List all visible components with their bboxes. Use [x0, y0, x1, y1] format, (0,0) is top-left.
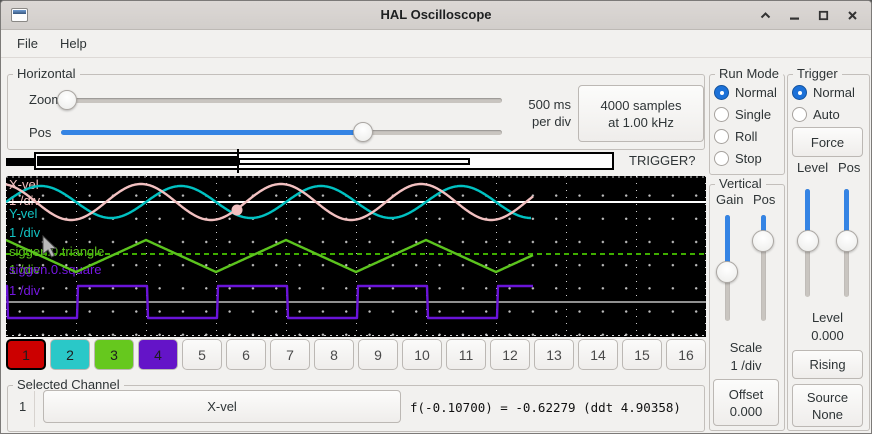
trigger-level-readout: Level 0.000 [787, 309, 868, 345]
channel-button-row: 12345678910111213141516 [6, 339, 706, 371]
scope-canvas [6, 176, 706, 337]
channel-button-4[interactable]: 4 [138, 339, 178, 370]
radio-icon[interactable] [714, 85, 729, 100]
radio-icon[interactable] [714, 107, 729, 122]
channel-button-1[interactable]: 1 [6, 339, 46, 370]
trigger-source-button[interactable]: Source None [792, 384, 863, 427]
gain-slider-label: Gain [716, 192, 743, 207]
trigger-level-slider-label: Level [797, 160, 828, 175]
trigger-group-label: Trigger [793, 66, 842, 81]
trigger-bar-stub [6, 158, 35, 166]
zoom-slider-track[interactable] [61, 98, 502, 103]
record-filled-bar [37, 156, 237, 166]
waveform-siggen.0.triangle [6, 240, 533, 272]
channel-button-5[interactable]: 5 [182, 339, 222, 370]
force-button[interactable]: Force [792, 127, 863, 157]
trigger-position-cursor[interactable] [237, 149, 239, 173]
run-mode-radio-normal[interactable]: Normal [714, 85, 777, 100]
channel-button-12[interactable]: 12 [490, 339, 530, 370]
title-bar: HAL Oscilloscope [1, 1, 871, 30]
radio-label: Single [735, 107, 771, 122]
pos-label: Pos [29, 125, 51, 140]
channel-button-9[interactable]: 9 [358, 339, 398, 370]
horizontal-group-label: Horizontal [13, 66, 80, 81]
trigger-level-slider-handle[interactable] [797, 230, 819, 252]
app-window: HAL Oscilloscope FileHelp Horizontal Zoo… [0, 0, 872, 434]
channel-value-readout: f(-0.10700) = -0.62279 (ddt 4.90358) [410, 400, 681, 415]
separator [34, 391, 35, 427]
run-mode-radio-single[interactable]: Single [714, 107, 771, 122]
radio-icon[interactable] [714, 151, 729, 166]
menu-item-file[interactable]: File [7, 32, 48, 55]
radio-label: Stop [735, 151, 762, 166]
channel-source-button[interactable]: X-vel [43, 390, 401, 423]
trigger-pos-slider-handle[interactable] [836, 230, 858, 252]
run-mode-radio-roll[interactable]: Roll [714, 129, 757, 144]
maximize-icon[interactable] [817, 9, 830, 22]
scope-display[interactable]: X-vel1 /divY-vel1 /divsiggen.0.triangle1… [6, 176, 706, 337]
scale-readout: Scale 1 /div [709, 339, 783, 375]
trigger-radio-normal[interactable]: Normal [792, 85, 855, 100]
pos-slider-handle[interactable] [353, 122, 373, 142]
channel-button-3[interactable]: 3 [94, 339, 134, 370]
channel-button-15[interactable]: 15 [622, 339, 662, 370]
radio-label: Auto [813, 107, 840, 122]
channel-button-14[interactable]: 14 [578, 339, 618, 370]
trigger-radio-auto[interactable]: Auto [792, 107, 840, 122]
channel-button-7[interactable]: 7 [270, 339, 310, 370]
gain-slider-handle[interactable] [716, 261, 738, 283]
channel-button-6[interactable]: 6 [226, 339, 266, 370]
vertical-group-label: Vertical [715, 176, 766, 191]
trigger-point-marker [232, 205, 243, 216]
radio-label: Roll [735, 129, 757, 144]
shade-icon[interactable] [759, 9, 772, 22]
trigger-status-label: TRIGGER? [629, 153, 695, 168]
trigger-edge-button[interactable]: Rising [792, 350, 863, 379]
radio-label: Normal [813, 85, 855, 100]
selected-channel-number: 1 [19, 399, 26, 414]
minimize-icon[interactable] [788, 9, 801, 22]
offset-button[interactable]: Offset 0.000 [713, 379, 779, 426]
window-title: HAL Oscilloscope [1, 1, 871, 29]
close-icon[interactable] [846, 9, 859, 22]
pretrigger-bar [238, 158, 470, 165]
zoom-slider-handle[interactable] [57, 90, 77, 110]
menu-item-help[interactable]: Help [50, 32, 97, 55]
radio-label: Normal [735, 85, 777, 100]
vertical-pos-slider-label: Pos [753, 192, 775, 207]
channel-button-2[interactable]: 2 [50, 339, 90, 370]
timebase-readout: 500 ms per div [499, 96, 571, 130]
channel-button-11[interactable]: 11 [446, 339, 486, 370]
run-mode-radio-stop[interactable]: Stop [714, 151, 762, 166]
channel-button-13[interactable]: 13 [534, 339, 574, 370]
pos-slider-fill [61, 130, 363, 135]
radio-icon[interactable] [792, 107, 807, 122]
channel-button-8[interactable]: 8 [314, 339, 354, 370]
trigger-pos-slider-label: Pos [838, 160, 860, 175]
run-mode-group-label: Run Mode [715, 66, 783, 81]
samples-rate-button[interactable]: 4000 samples at 1.00 kHz [578, 85, 704, 142]
radio-icon[interactable] [792, 85, 807, 100]
channel-button-10[interactable]: 10 [402, 339, 442, 370]
channel-button-16[interactable]: 16 [666, 339, 706, 370]
radio-icon[interactable] [714, 129, 729, 144]
menu-bar: FileHelp [1, 29, 871, 58]
vertical-pos-slider-handle[interactable] [752, 230, 774, 252]
pos-slider-track[interactable] [61, 130, 502, 135]
